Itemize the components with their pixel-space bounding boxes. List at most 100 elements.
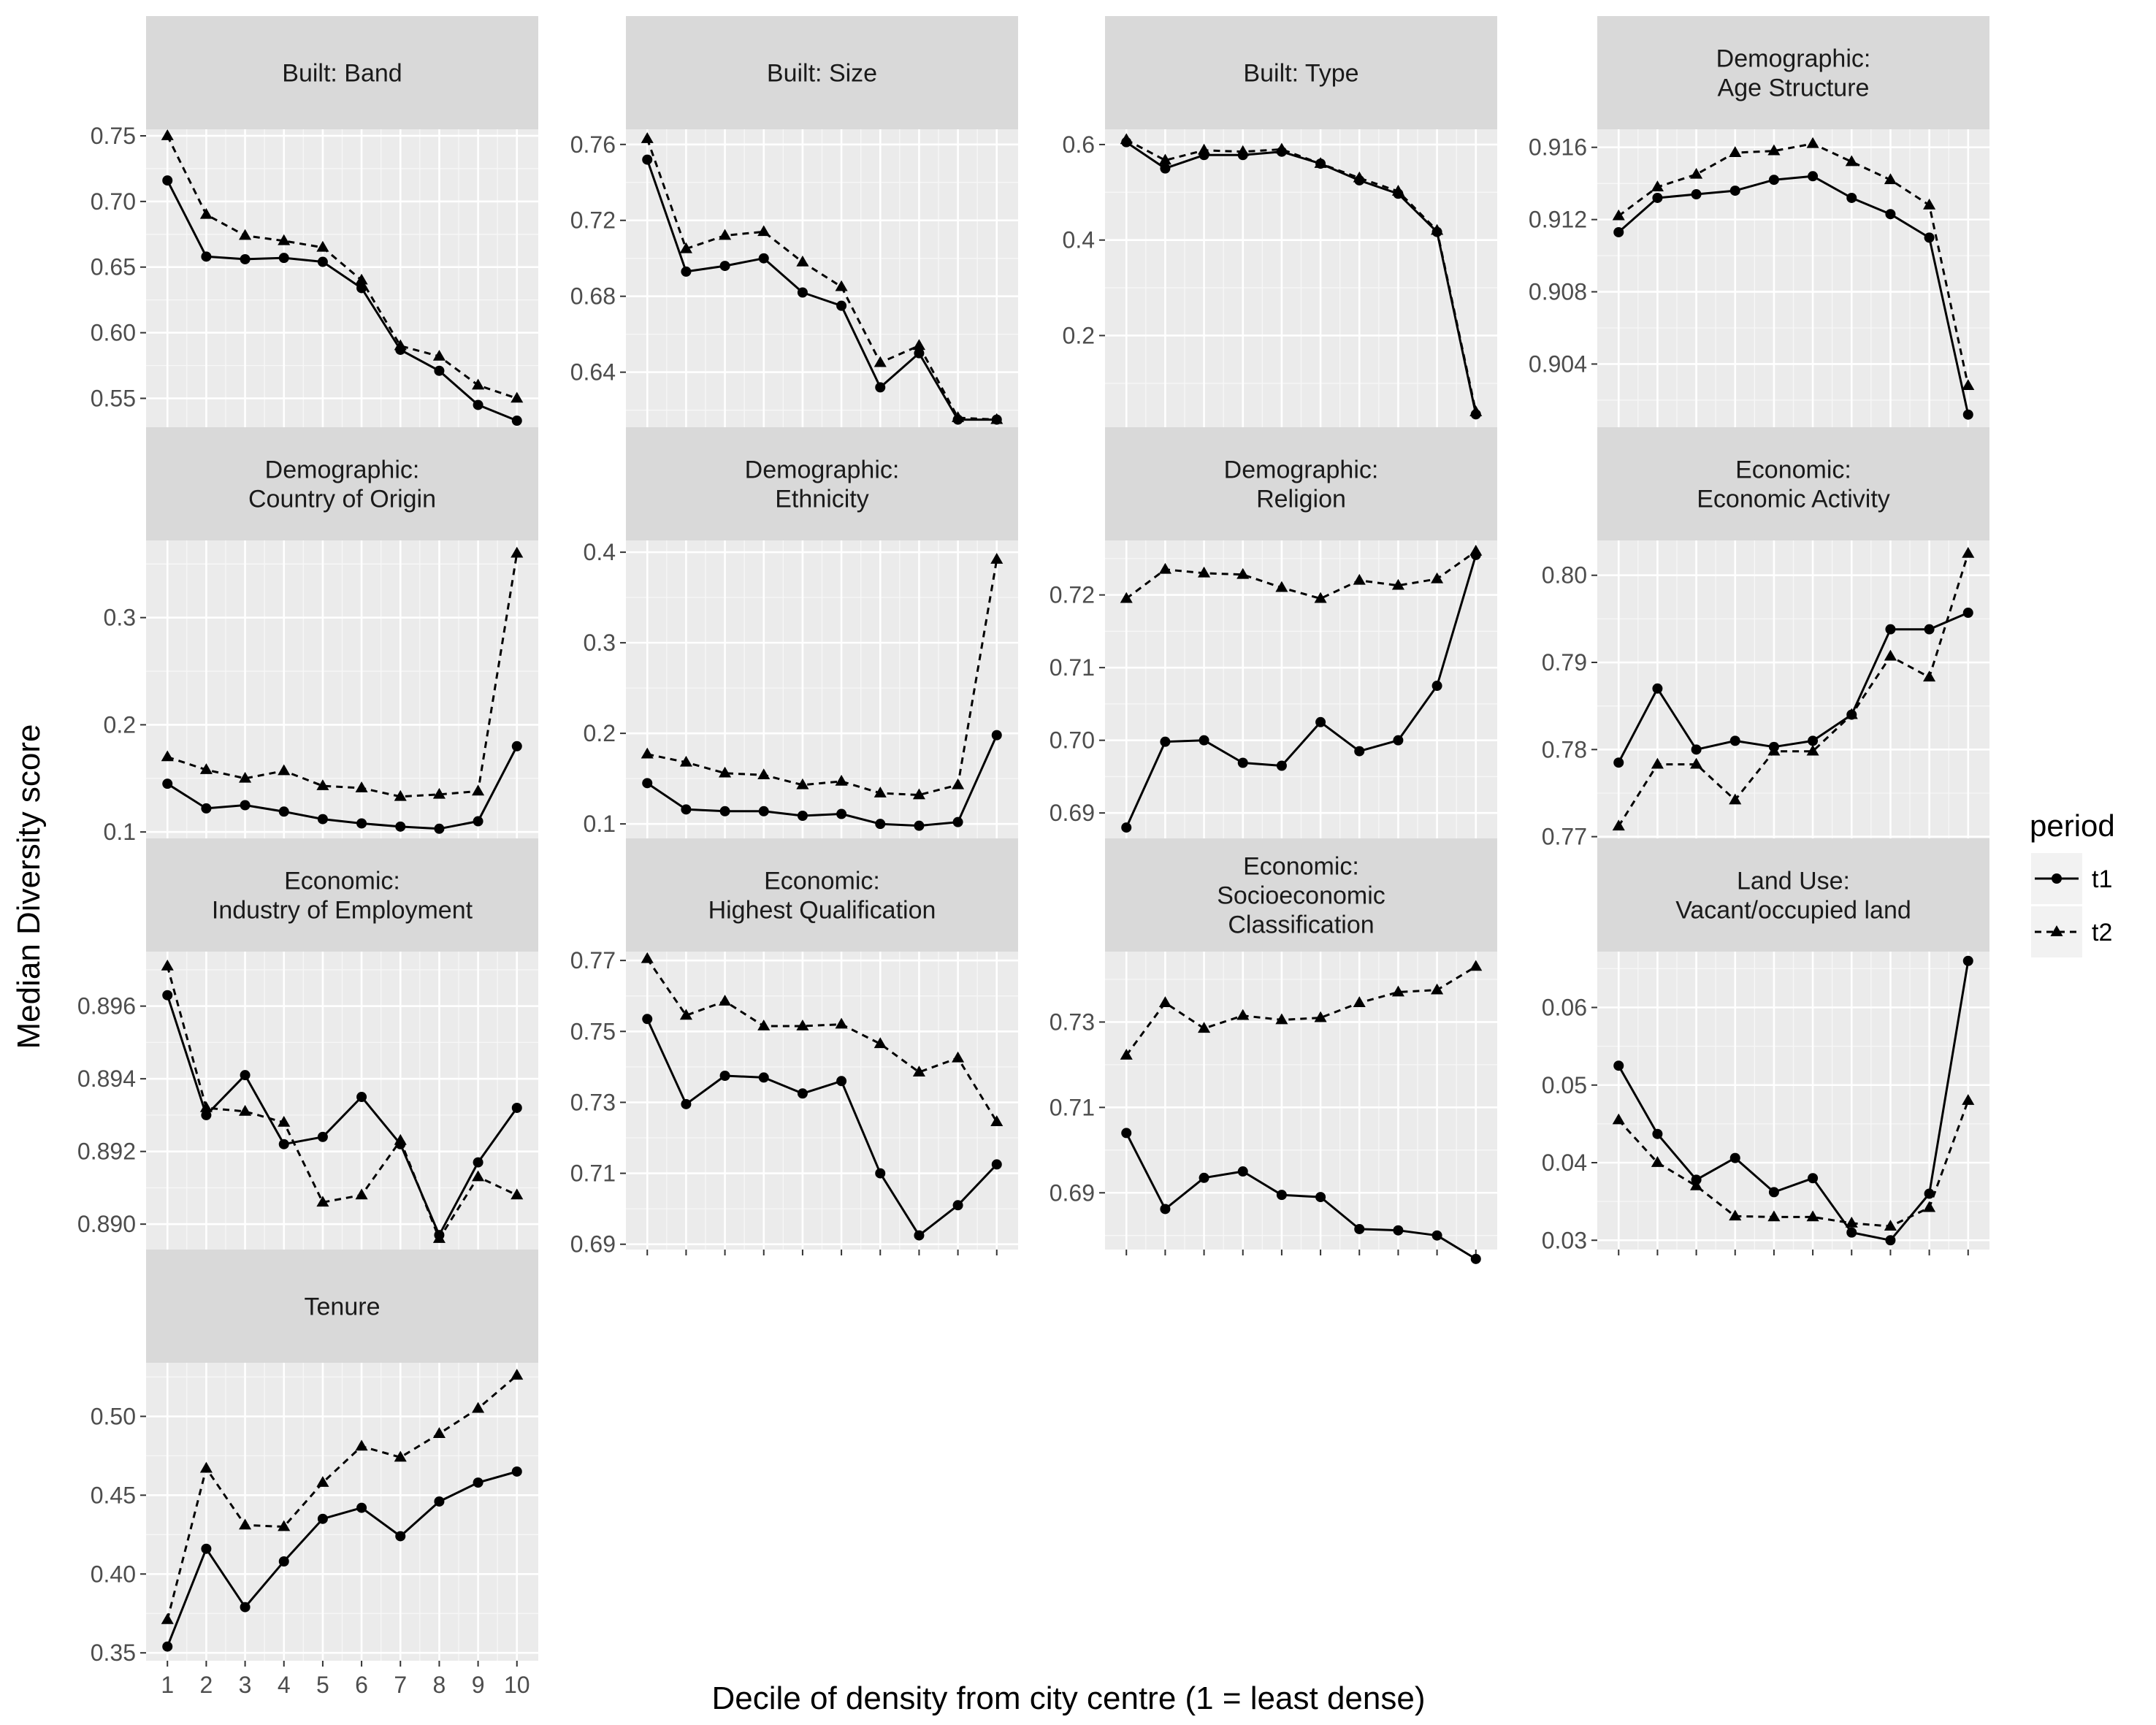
series-line-t1 [166, 995, 519, 1236]
data-point-t2 [161, 750, 174, 762]
y-tick-label: 0.50 [91, 1403, 136, 1429]
data-point-t1 [914, 1230, 925, 1241]
facet-strip [1597, 16, 1989, 129]
data-point-t1 [162, 779, 173, 789]
data-point-t1 [162, 1641, 173, 1652]
data-point-t2 [472, 784, 485, 796]
data-point-t1 [434, 823, 445, 834]
y-tick-label: 0.908 [1529, 279, 1587, 305]
data-point-t2 [1314, 157, 1327, 168]
data-point-t1 [473, 1477, 483, 1488]
series-line-t2 [1125, 550, 1477, 600]
data-point-t2 [1158, 996, 1171, 1007]
data-point-t1 [1199, 735, 1209, 746]
facet-title-line: Ethnicity [775, 486, 869, 513]
facet-demographic-ethnicity: Demographic:Ethnicity 0.1 0.2 0.3 0.4 [584, 427, 1018, 844]
data-point-t1 [836, 1076, 847, 1087]
data-point-t1 [952, 1200, 963, 1211]
data-point-t1 [1613, 757, 1624, 768]
data-point-t2 [952, 1051, 965, 1063]
data-point-t1 [356, 818, 367, 829]
data-point-t1 [681, 804, 692, 815]
data-point-t2 [355, 1439, 368, 1451]
series-line-t1 [646, 734, 998, 827]
y-tick-label: 0.72 [570, 207, 616, 234]
y-tick-label: 0.70 [91, 188, 136, 215]
y-tick-label: 0.71 [570, 1160, 616, 1187]
series-line-t2 [166, 965, 518, 1240]
y-tick-label: 0.3 [584, 630, 616, 656]
facet-tenure: Tenure 0.35 0.40 0.45 0.50 1 2 3 4 5 6 7 8 9 10 [91, 1250, 538, 1698]
facet-demographic-country-of-origin: Demographic:Country of Origin 0.1 0.2 0.3 [104, 427, 538, 845]
facet-strip [146, 16, 538, 129]
data-point-t1 [1729, 185, 1740, 196]
data-point-t1 [681, 266, 692, 277]
data-point-t2 [278, 764, 291, 776]
y-tick-label: 0.69 [1050, 800, 1095, 826]
facet-title-line: Economic: [1735, 456, 1851, 484]
data-point-t2 [1431, 223, 1444, 235]
data-point-t1 [317, 814, 328, 825]
data-point-t2 [1469, 960, 1483, 971]
data-point-t2 [394, 1450, 407, 1462]
data-point-t1 [240, 1602, 251, 1613]
data-point-t2 [1314, 592, 1327, 603]
data-point-t2 [1806, 137, 1819, 148]
data-point-t2 [1391, 578, 1404, 590]
data-point-t1 [1924, 624, 1935, 635]
y-tick-label: 0.75 [570, 1018, 616, 1044]
y-tick-label: 0.06 [1542, 995, 1587, 1021]
data-point-t2 [511, 1188, 524, 1200]
data-point-t2 [1651, 1156, 1664, 1167]
data-point-t1 [1768, 175, 1779, 185]
data-point-t1 [1121, 1128, 1132, 1139]
data-point-t1 [875, 1168, 886, 1179]
y-tick-label: 0.03 [1542, 1227, 1587, 1253]
data-point-t2 [394, 1133, 407, 1145]
data-point-t2 [796, 255, 809, 267]
data-point-t1 [240, 1070, 251, 1081]
data-point-t2 [1120, 592, 1133, 603]
y-tick-label: 0.78 [1542, 736, 1587, 762]
series-t2 [161, 129, 524, 403]
facet-title-line: Built: Band [282, 60, 402, 88]
series-line-t1 [1125, 554, 1478, 828]
data-point-t2 [1353, 171, 1366, 183]
facet-built-size: Built: Size 0.64 0.68 0.72 0.76 [570, 16, 1018, 433]
data-point-t1 [1729, 1152, 1740, 1163]
data-point-t2 [1923, 198, 1936, 210]
y-tick-label: 0.2 [104, 711, 136, 738]
data-point-t1 [201, 251, 212, 262]
series-line-t2 [1125, 965, 1477, 1056]
series-line-t2 [166, 135, 518, 399]
data-point-t2 [432, 1427, 446, 1438]
data-point-t2 [1651, 757, 1664, 769]
series-t2 [641, 131, 1004, 424]
facet-title-line: Country of Origin [248, 486, 436, 513]
data-point-t1 [201, 1109, 212, 1120]
series-line-t2 [166, 1374, 518, 1621]
data-point-t2 [1236, 145, 1250, 156]
data-point-t1 [511, 416, 522, 427]
data-point-t1 [1652, 192, 1663, 203]
data-point-t2 [1236, 1009, 1250, 1020]
y-tick-label: 0.896 [77, 993, 136, 1020]
facet-title-line: Economic: [284, 868, 400, 895]
series-line-t1 [646, 159, 997, 421]
facet-title-line: Industry of Employment [212, 897, 473, 925]
data-point-t1 [1354, 1223, 1365, 1234]
data-point-t2 [1962, 379, 1975, 390]
data-point-t1 [1393, 1225, 1404, 1236]
series-line-t1 [166, 180, 518, 422]
facet-strip [1105, 16, 1497, 129]
data-point-t1 [836, 808, 847, 819]
series-line-t2 [1617, 553, 1970, 827]
data-point-t2 [1469, 544, 1483, 556]
data-point-t2 [1391, 985, 1404, 997]
data-point-t1 [914, 820, 925, 831]
data-point-t2 [239, 1104, 252, 1116]
y-tick-label: 0.77 [1542, 824, 1587, 850]
legend-label: t2 [2092, 919, 2112, 946]
data-point-t1 [473, 399, 483, 410]
y-tick-label: 0.2 [584, 720, 616, 746]
